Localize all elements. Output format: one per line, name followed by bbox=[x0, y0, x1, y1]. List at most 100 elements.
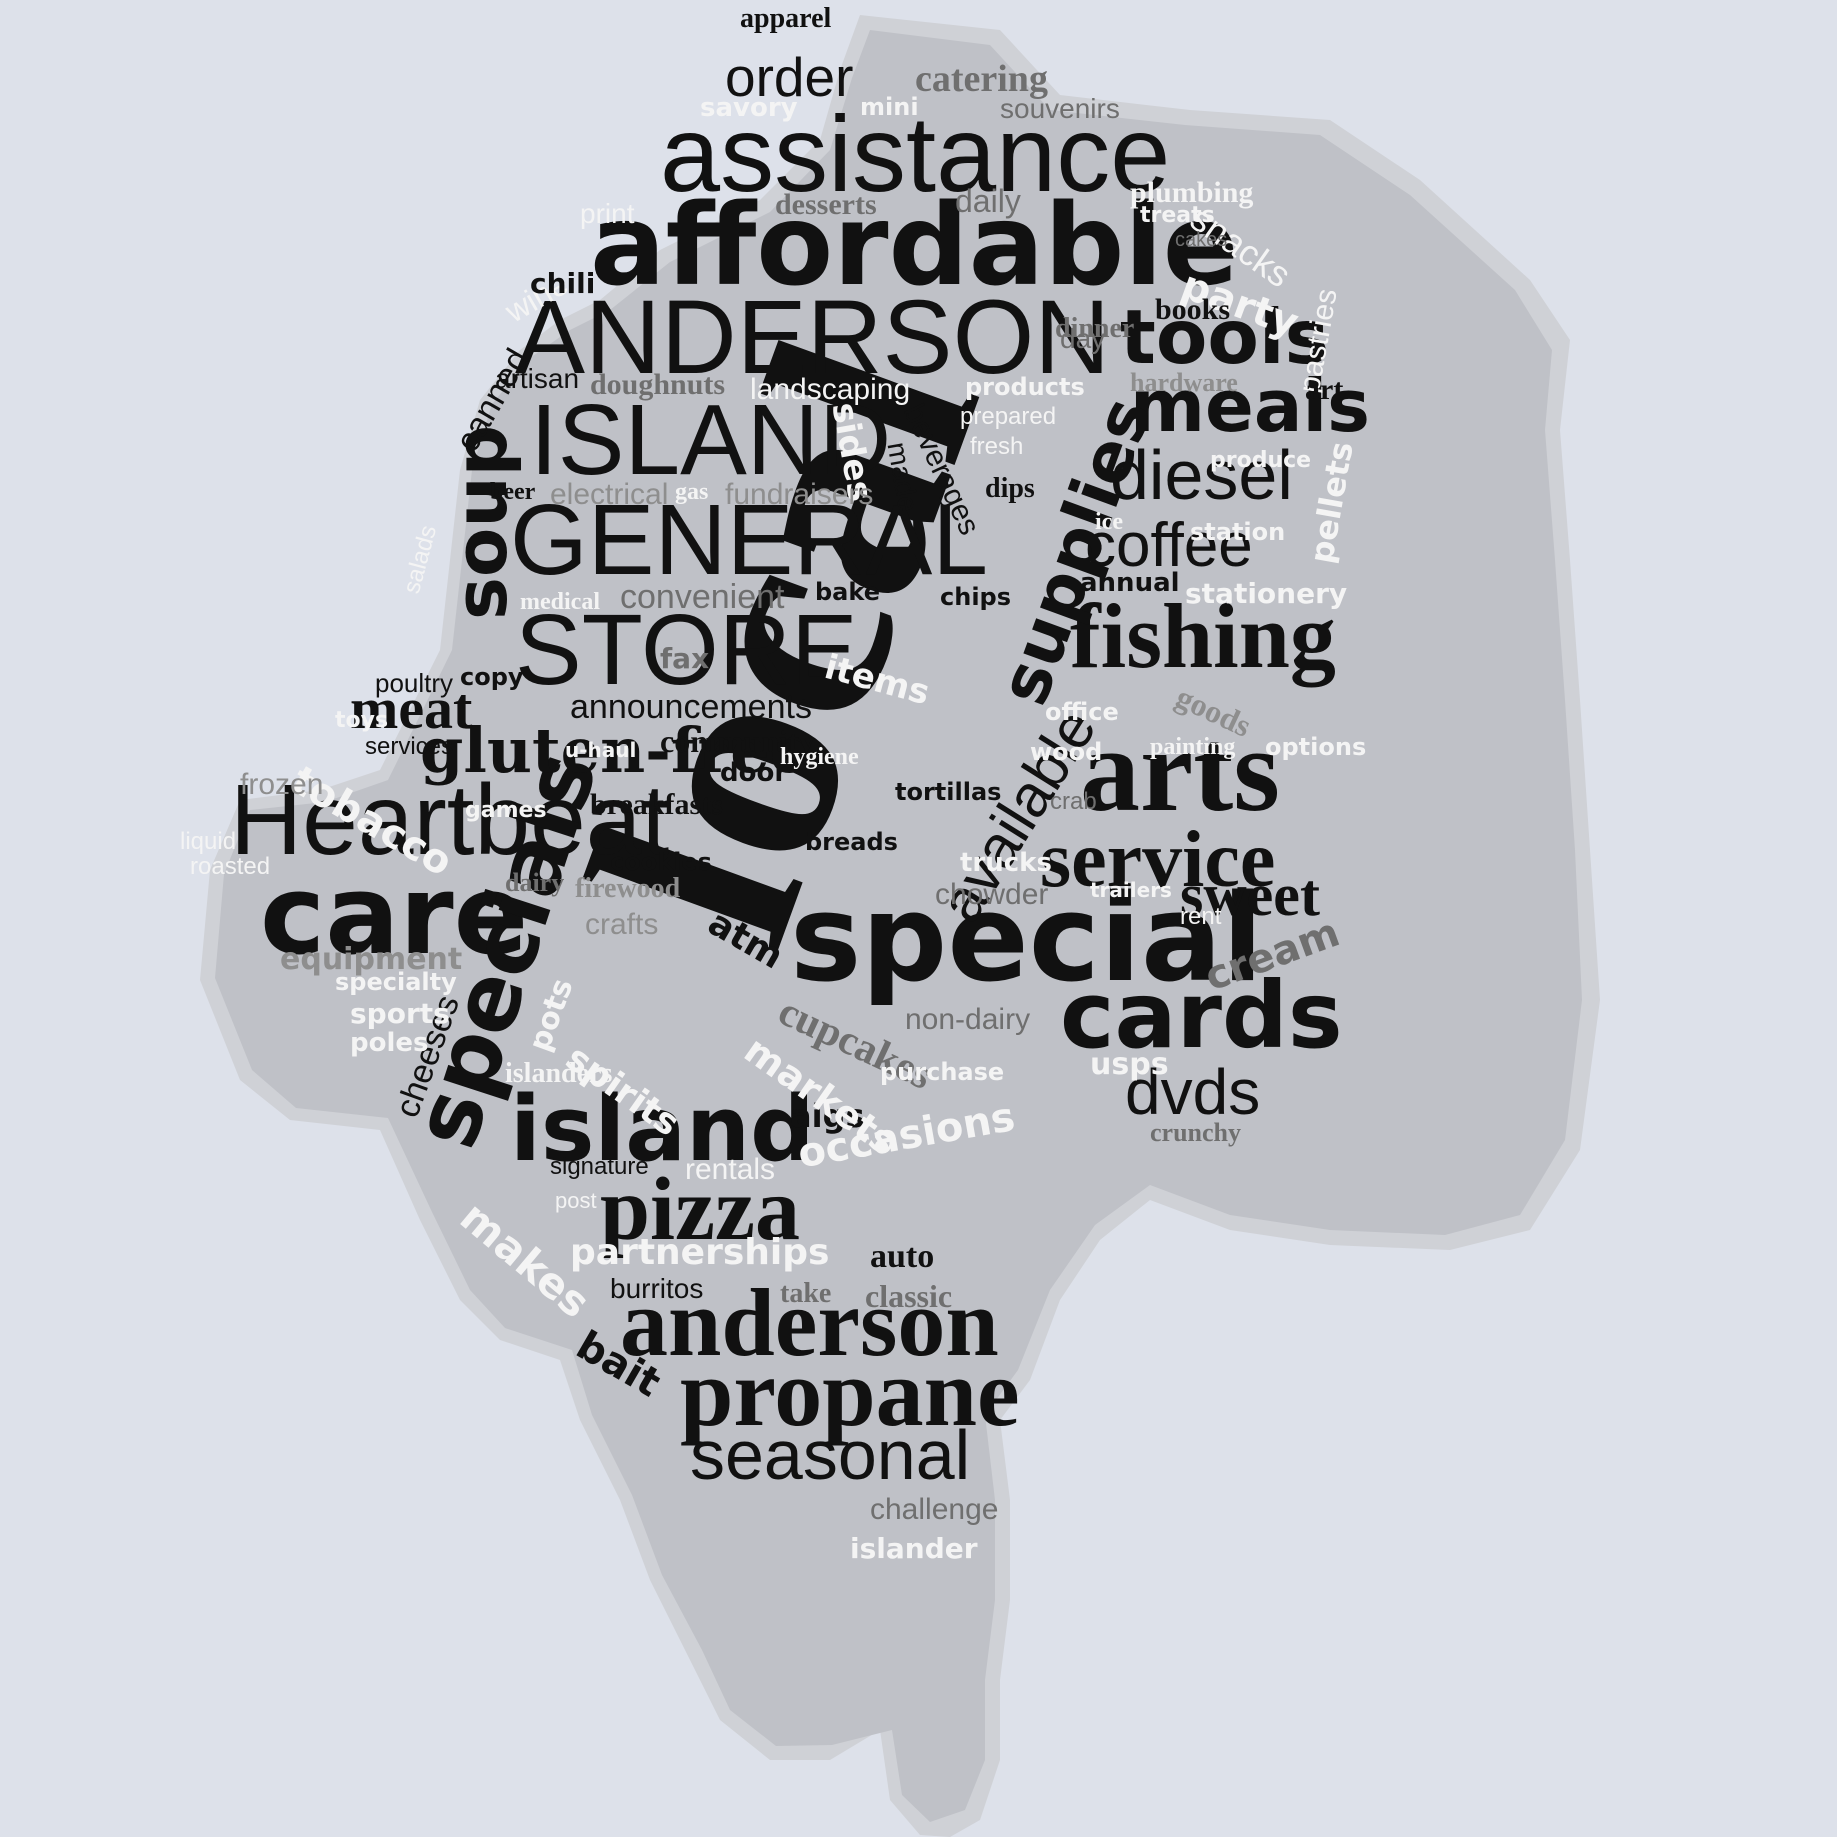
word-crafts: crafts bbox=[585, 908, 659, 941]
word-store: STORE bbox=[515, 594, 858, 706]
word-art: art bbox=[1305, 373, 1344, 406]
word-annual: annual bbox=[1080, 568, 1180, 598]
word-announcements: announcements bbox=[570, 688, 812, 726]
word-gluten-free: gluten-free bbox=[420, 714, 810, 787]
word-island-caps: ISLAND bbox=[530, 384, 892, 496]
word-wood: wood bbox=[1030, 738, 1103, 766]
word-challenge: challenge bbox=[870, 1493, 999, 1526]
word-crab: crab bbox=[1050, 788, 1097, 815]
word-tools: tools bbox=[1120, 293, 1330, 381]
word-bake: bake bbox=[815, 578, 880, 606]
word-copy: copy bbox=[460, 663, 524, 691]
word-meals: meals bbox=[1130, 364, 1370, 448]
word-islanders: islanders bbox=[505, 1058, 613, 1089]
word-roasted: roasted bbox=[190, 853, 271, 880]
word-beer: beer bbox=[490, 479, 536, 505]
word-day: day bbox=[1060, 323, 1106, 354]
word-mini: mini bbox=[860, 93, 919, 121]
word-artisan: artisan bbox=[495, 363, 580, 394]
word-toys: toys bbox=[335, 708, 389, 733]
word-specialty: specialty bbox=[335, 968, 457, 996]
word-dvds: dvds bbox=[1125, 1056, 1261, 1128]
word-trucks: trucks bbox=[960, 848, 1052, 878]
word-breads: breads bbox=[805, 828, 898, 856]
word-meat: meat bbox=[350, 676, 473, 741]
word-fishing: fishing bbox=[1070, 585, 1336, 687]
word-medical: medical bbox=[520, 589, 600, 615]
word-catering: catering bbox=[915, 58, 1048, 100]
word-apparel: apparel bbox=[740, 3, 832, 34]
word-daily: daily bbox=[955, 183, 1021, 219]
word-arts: arts bbox=[1080, 703, 1280, 836]
word-tortillas: tortillas bbox=[895, 778, 1002, 806]
word-savory: savory bbox=[700, 93, 798, 123]
word-prepared: prepared bbox=[960, 403, 1057, 430]
word-island: island bbox=[510, 1077, 815, 1182]
word-print: print bbox=[580, 198, 635, 229]
word-cakes: cakes bbox=[1175, 229, 1228, 251]
word-treats: treats bbox=[1140, 203, 1215, 228]
word-anderson: anderson bbox=[620, 1269, 999, 1376]
word-fresh: fresh bbox=[970, 433, 1024, 460]
word-usps: usps bbox=[1090, 1047, 1169, 1082]
word-aigs: aigs bbox=[790, 1097, 865, 1135]
word-electrical: electrical bbox=[550, 478, 669, 511]
word-firewood: firewood bbox=[575, 873, 681, 904]
word-hygiene: hygiene bbox=[780, 744, 859, 770]
word-equipment: equipment bbox=[280, 942, 463, 977]
word-rentals: rentals bbox=[685, 1153, 776, 1186]
word-souvenirs: souvenirs bbox=[1000, 93, 1120, 124]
word-fax: fax bbox=[660, 642, 710, 675]
word-seasonal: seasonal bbox=[690, 1416, 971, 1494]
word-classic: classic bbox=[865, 1278, 953, 1314]
word-convenient: convenient bbox=[620, 578, 785, 616]
word-plumbing: plumbing bbox=[1130, 176, 1254, 209]
word-crunchy: crunchy bbox=[1150, 1118, 1241, 1147]
word-anderson-caps: ANDERSON bbox=[515, 279, 1111, 396]
word-care: care bbox=[260, 851, 529, 979]
word-assistance: assistance bbox=[660, 93, 1171, 214]
word-products: products bbox=[965, 373, 1085, 401]
word-dairy: dairy bbox=[505, 868, 565, 897]
word-dips: dips bbox=[985, 473, 1035, 504]
word-service: service bbox=[1040, 816, 1276, 904]
word-coffee: coffee bbox=[1085, 511, 1253, 580]
word-fundraisers: fundraisers bbox=[725, 478, 874, 511]
word-general: GENERAL bbox=[510, 484, 988, 596]
word-islander: islander bbox=[850, 1532, 978, 1565]
word-breakfasts: breakfasts bbox=[590, 788, 723, 821]
word-books: books bbox=[1155, 293, 1231, 326]
word-trailers: trailers bbox=[1090, 878, 1172, 902]
word-auto: auto bbox=[870, 1238, 935, 1275]
word-burritos: burritos bbox=[610, 1273, 704, 1304]
word-chips: chips bbox=[940, 583, 1012, 611]
word-pizza: pizza bbox=[600, 1160, 800, 1259]
word-door: door bbox=[720, 758, 788, 788]
word-dinner: dinner bbox=[1055, 313, 1135, 344]
word-hardware: hardware bbox=[1130, 368, 1238, 397]
word-services: services bbox=[365, 733, 454, 760]
word-heartbeat: Heartbeat bbox=[230, 764, 670, 876]
word-office: office bbox=[1045, 698, 1119, 726]
word-propane: propane bbox=[680, 1339, 1020, 1446]
word-diesel: diesel bbox=[1110, 436, 1293, 514]
word-special: special bbox=[790, 870, 1264, 1009]
word-gas: gas bbox=[675, 479, 709, 505]
word-station: station bbox=[1190, 518, 1286, 546]
word-order: order bbox=[725, 46, 854, 108]
word-games: games bbox=[465, 798, 547, 823]
word-painting: painting bbox=[1150, 734, 1236, 760]
word-rent: rent bbox=[1180, 903, 1222, 930]
word-u-haul: u-haul bbox=[565, 738, 637, 762]
word-community: community bbox=[660, 723, 815, 759]
word-poles: poles bbox=[350, 1028, 429, 1058]
word-liquid: liquid bbox=[180, 828, 237, 855]
word-sports: sports bbox=[350, 997, 450, 1030]
word-stationery: stationery bbox=[1185, 577, 1348, 610]
word-non-dairy: non-dairy bbox=[905, 1003, 1031, 1036]
word-sweet: sweet bbox=[1180, 862, 1320, 928]
word-ice: ice bbox=[1095, 509, 1123, 535]
word-cookies: cookies bbox=[610, 848, 712, 876]
